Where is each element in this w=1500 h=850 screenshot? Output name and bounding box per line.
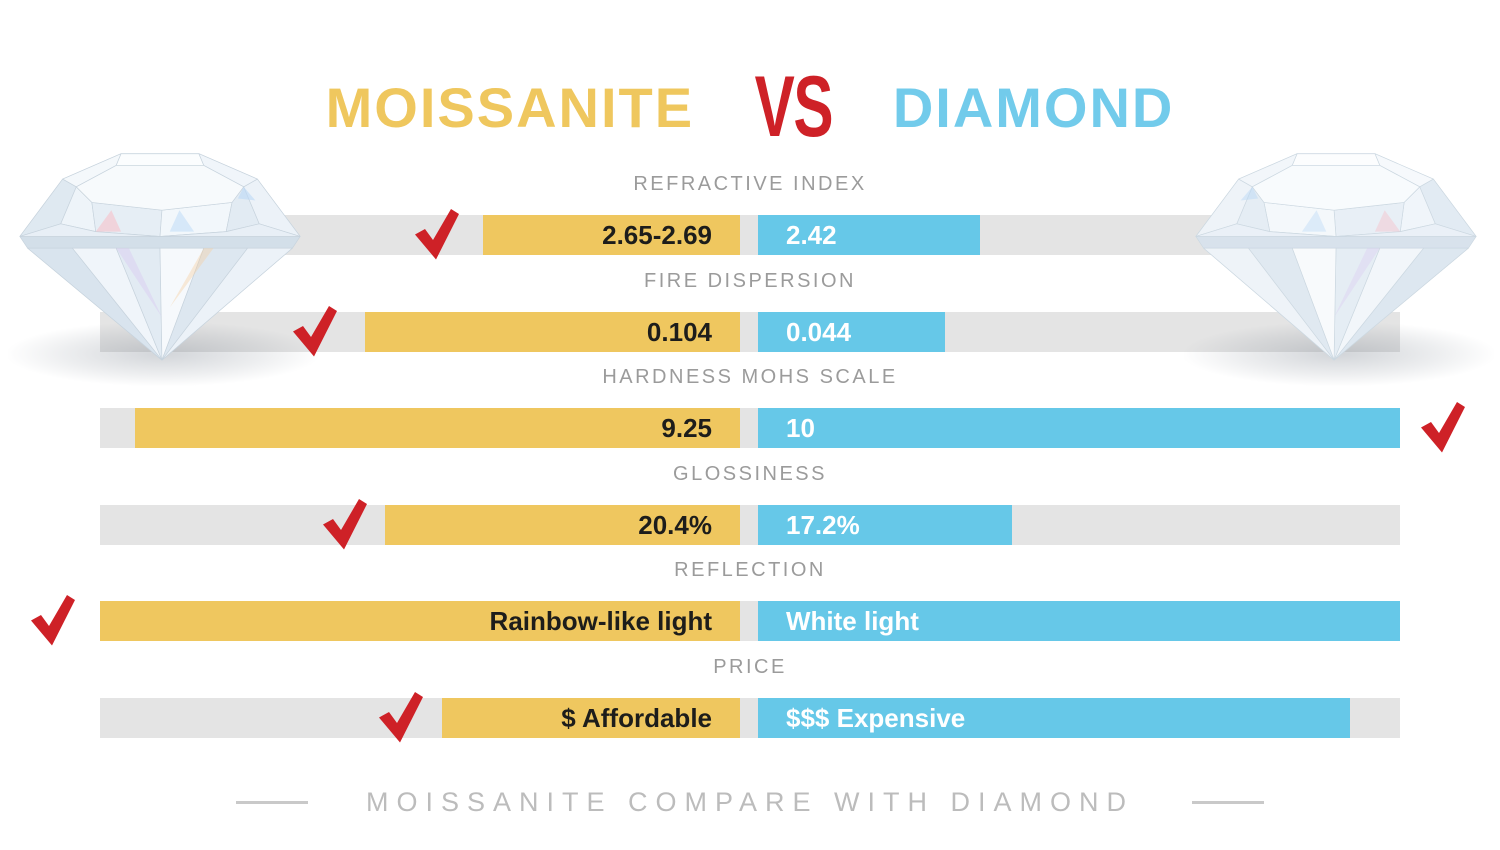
diamond-value: 0.044 xyxy=(786,316,852,347)
comparison-row-fire-dispersion: FIRE DISPERSION 0.104 0.044 xyxy=(100,270,1400,357)
row-label: FIRE DISPERSION xyxy=(644,270,856,292)
diamond-value: 2.42 xyxy=(786,219,837,250)
footer-caption: MOISSANITE COMPARE WITH DIAMOND xyxy=(365,786,1134,817)
comparison-row-reflection: REFLECTION Rainbow-like light White ligh… xyxy=(31,559,1400,646)
comparison-row-hardness: HARDNESS MOHS SCALE 9.25 10 xyxy=(100,366,1465,453)
diamond-bar: 17.2% xyxy=(758,505,1012,545)
checkmark-icon xyxy=(1421,402,1465,453)
row-label: PRICE xyxy=(713,656,787,678)
diamond-value: 17.2% xyxy=(786,509,860,540)
comparison-row-refractive-index: REFRACTIVE INDEX 2.65-2.69 2.42 xyxy=(100,173,1400,260)
diamond-bar: 2.42 xyxy=(758,215,980,255)
comparison-row-glossiness: GLOSSINESS 20.4% 17.2% xyxy=(100,463,1400,550)
title-bar: MOISSANITE VS DIAMOND xyxy=(0,59,1500,155)
title-moissanite: MOISSANITE xyxy=(325,75,695,139)
moissanite-bar: 2.65-2.69 xyxy=(483,215,740,255)
moissanite-value: 20.4% xyxy=(638,509,712,540)
diamond-value: $$$ Expensive xyxy=(786,702,966,733)
moissanite-value: 0.104 xyxy=(646,316,712,347)
diamond-bar: 0.044 xyxy=(758,312,945,352)
checkmark-icon xyxy=(379,692,423,743)
diamond-bar: White light xyxy=(758,601,1400,641)
checkmark-icon xyxy=(31,595,75,646)
checkmark-icon xyxy=(293,306,337,357)
diamond-bar: $$$ Expensive xyxy=(758,698,1350,738)
diamond-value: White light xyxy=(786,605,919,636)
footer-divider-right xyxy=(1192,800,1264,804)
footer-divider-left xyxy=(235,800,308,804)
diamond-value: 10 xyxy=(786,412,815,443)
diamond-bar: 10 xyxy=(758,408,1400,448)
row-label: GLOSSINESS xyxy=(673,463,827,485)
row-label: REFRACTIVE INDEX xyxy=(633,173,867,195)
moissanite-value: 9.25 xyxy=(661,412,712,443)
row-label: REFLECTION xyxy=(674,559,826,581)
title-diamond: DIAMOND xyxy=(892,75,1175,139)
moissanite-bar: 0.104 xyxy=(365,312,740,352)
bar-track xyxy=(100,505,1400,545)
moissanite-value: Rainbow-like light xyxy=(489,605,712,636)
diamond-gem-image xyxy=(1195,153,1477,361)
checkmark-icon xyxy=(415,209,459,260)
checkmark-icon xyxy=(323,499,367,550)
moissanite-value: $ Affordable xyxy=(561,702,712,733)
moissanite-value: 2.65-2.69 xyxy=(602,219,712,250)
moissanite-bar: $ Affordable xyxy=(442,698,740,738)
title-vs: VS xyxy=(754,58,834,155)
footer: MOISSANITE COMPARE WITH DIAMOND xyxy=(0,782,1500,822)
moissanite-bar: 9.25 xyxy=(135,408,740,448)
moissanite-bar: Rainbow-like light xyxy=(100,601,740,641)
comparison-row-price: PRICE $ Affordable $$$ Expensive xyxy=(100,656,1400,743)
moissanite-gem-image xyxy=(19,153,301,361)
row-label: HARDNESS MOHS SCALE xyxy=(602,366,898,388)
bar-track xyxy=(100,215,1400,255)
moissanite-bar: 20.4% xyxy=(385,505,740,545)
